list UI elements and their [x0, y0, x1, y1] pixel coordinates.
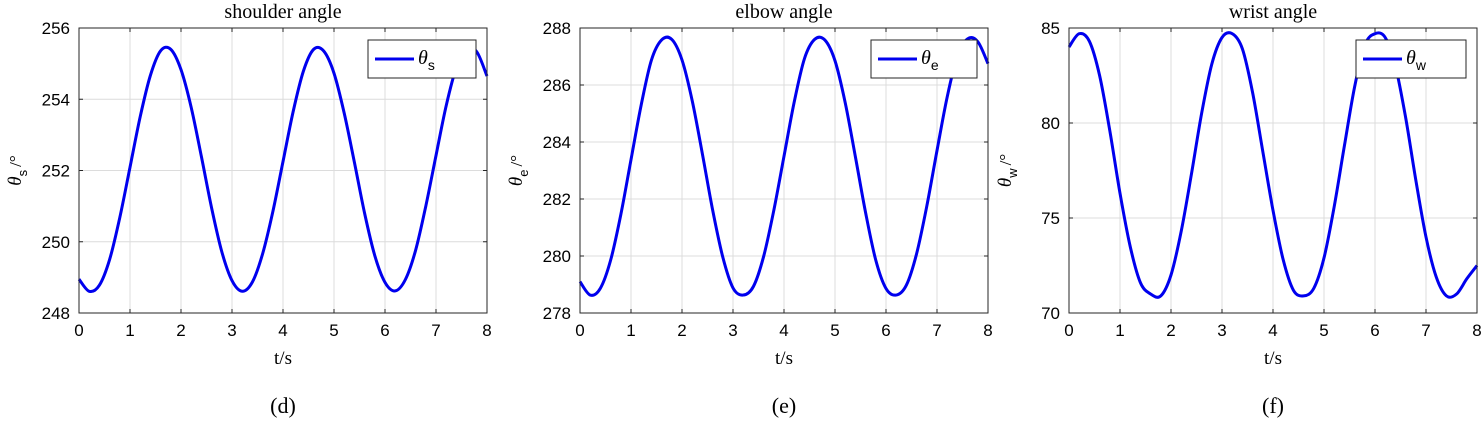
legend-subscript: s [428, 57, 435, 73]
y-axis-unit: /° [507, 155, 526, 167]
chart-title: elbow angle [735, 1, 832, 23]
x-tick-label: 0 [1064, 321, 1073, 340]
y-tick-label: 252 [42, 162, 70, 181]
x-tick-label: 6 [881, 321, 890, 340]
y-axis-label: θs /° [5, 155, 30, 185]
y-tick-label: 256 [42, 19, 70, 38]
x-axis-label: t/s [775, 348, 793, 369]
x-tick-label: 3 [1217, 321, 1226, 340]
x-tick-label: 6 [380, 321, 389, 340]
legend-subscript: w [1415, 57, 1427, 73]
legend-symbol: θ [1406, 47, 1416, 69]
y-tick-label: 282 [543, 190, 571, 209]
x-tick-label: 3 [227, 321, 236, 340]
y-tick-label: 288 [543, 19, 571, 38]
legend-label: θs [418, 47, 435, 73]
y-axis-subscript: e [516, 169, 531, 176]
y-tick-label: 280 [543, 247, 571, 266]
y-tick-label: 286 [543, 76, 571, 95]
legend-symbol: θ [921, 47, 931, 69]
y-tick-label: 250 [42, 233, 70, 252]
x-tick-label: 7 [1421, 321, 1430, 340]
x-tick-label: 3 [728, 321, 737, 340]
chart-panel-0: 0 1 2 3 4 5 6 7 8 248 250 252 254 256 shoulder angle t/… [5, 1, 492, 418]
panel-caption: (d) [270, 393, 296, 418]
legend: θs [367, 39, 477, 79]
x-tick-label: 7 [431, 321, 440, 340]
y-axis-symbol: θ [995, 178, 1016, 187]
chart-title: shoulder angle [224, 1, 341, 23]
x-tick-label: 2 [176, 321, 185, 340]
x-tick-label: 2 [677, 321, 686, 340]
legend-label: θw [1406, 47, 1427, 73]
panel-caption: (f) [1262, 393, 1284, 418]
y-tick-label: 284 [543, 133, 571, 152]
y-axis-subscript: w [1005, 168, 1020, 179]
y-tick-label: 278 [543, 304, 571, 323]
x-tick-label: 1 [125, 321, 134, 340]
y-tick-label: 75 [1041, 209, 1060, 228]
y-axis-unit: /° [996, 154, 1015, 166]
x-tick-label: 0 [74, 321, 83, 340]
x-tick-label: 0 [575, 321, 584, 340]
y-tick-label: 85 [1041, 19, 1060, 38]
x-tick-label: 7 [932, 321, 941, 340]
x-tick-label: 5 [830, 321, 839, 340]
x-tick-label: 8 [983, 321, 992, 340]
x-tick-label: 4 [1268, 321, 1277, 340]
x-tick-label: 8 [482, 321, 491, 340]
legend: θe [870, 39, 978, 79]
y-axis-label: θw /° [995, 154, 1020, 187]
y-tick-label: 70 [1041, 304, 1060, 323]
x-tick-label: 2 [1166, 321, 1175, 340]
legend: θw [1355, 39, 1467, 79]
y-tick-label: 80 [1041, 114, 1060, 133]
x-tick-label: 6 [1370, 321, 1379, 340]
legend-label: θe [921, 47, 939, 73]
chart-title: wrist angle [1229, 1, 1317, 23]
series-line [1067, 31, 1479, 299]
x-tick-label: 4 [779, 321, 788, 340]
y-axis-subscript: s [15, 169, 30, 176]
x-tick-label: 5 [1319, 321, 1328, 340]
panel-caption: (e) [772, 393, 796, 418]
series-line [77, 45, 489, 294]
series-line [578, 35, 990, 297]
x-tick-label: 1 [626, 321, 635, 340]
x-tick-label: 1 [1115, 321, 1124, 340]
chart-panel-1: 0 1 2 3 4 5 6 7 8 278 280 282 284 286 288 elbow angle t/… [506, 1, 993, 418]
y-axis-symbol: θ [5, 176, 26, 185]
x-tick-label: 4 [278, 321, 287, 340]
x-axis-label: t/s [274, 348, 292, 369]
legend-subscript: e [931, 57, 939, 73]
y-tick-label: 248 [42, 304, 70, 323]
y-axis-unit: /° [6, 155, 25, 167]
y-axis-symbol: θ [506, 177, 527, 186]
y-tick-label: 254 [42, 90, 70, 109]
x-tick-label: 8 [1472, 321, 1481, 340]
x-axis-label: t/s [1264, 348, 1282, 369]
y-axis-label: θe /° [506, 155, 531, 186]
legend-symbol: θ [418, 47, 428, 69]
x-tick-label: 5 [329, 321, 338, 340]
